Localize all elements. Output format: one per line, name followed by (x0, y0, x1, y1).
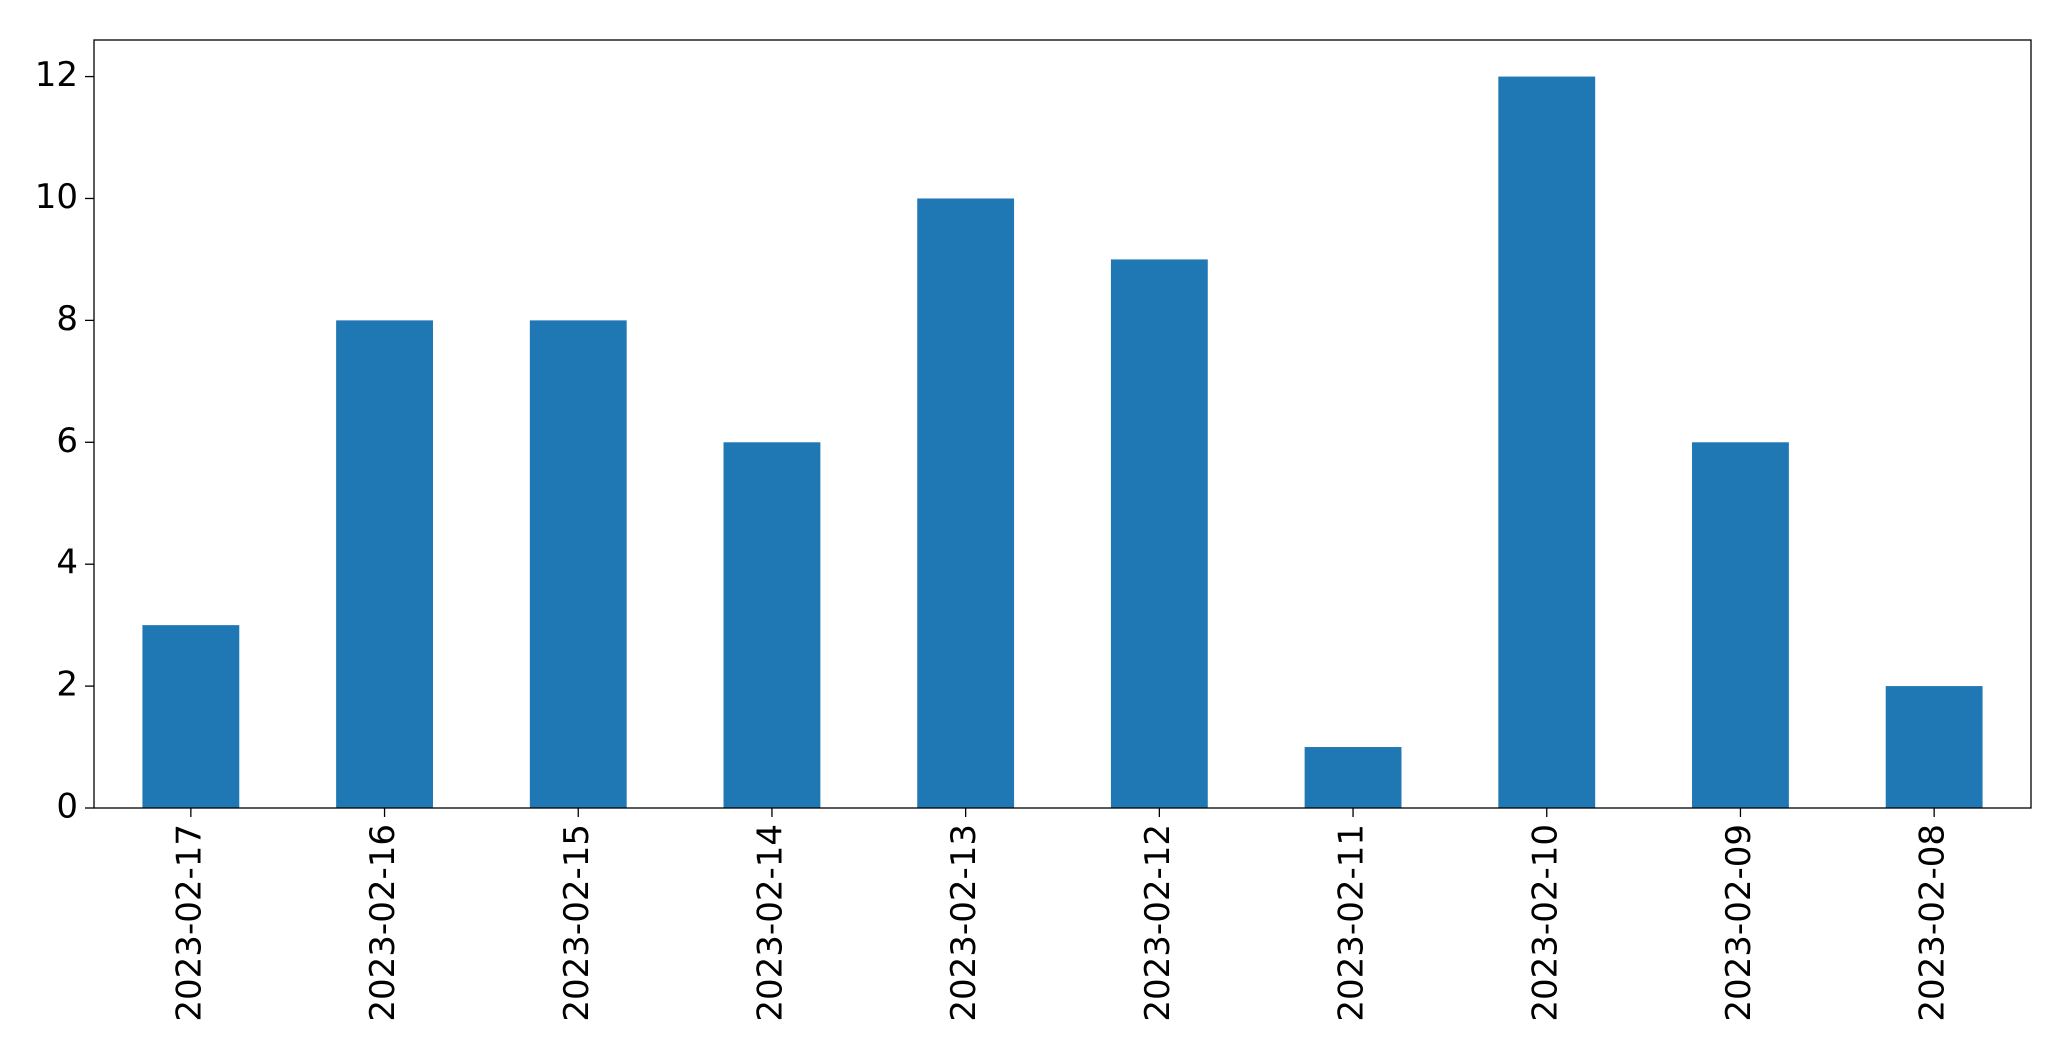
y-tick-label: 2 (56, 665, 78, 705)
x-tick-label: 2023-02-16 (363, 824, 403, 1022)
bar (529, 320, 627, 808)
bar (917, 198, 1015, 808)
bar (142, 625, 240, 808)
bar (1692, 442, 1789, 808)
bar (1885, 686, 1983, 808)
bar (336, 320, 433, 808)
y-tick-label: 8 (56, 299, 78, 339)
x-tick-label: 2023-02-10 (1525, 824, 1565, 1022)
x-tick-label: 2023-02-09 (1719, 824, 1759, 1022)
y-tick-label: 0 (56, 787, 78, 827)
x-tick-label: 2023-02-17 (169, 824, 209, 1022)
bar (1304, 747, 1402, 808)
x-tick-label: 2023-02-13 (944, 824, 984, 1022)
x-tick-label: 2023-02-12 (1138, 824, 1178, 1022)
y-tick-label: 10 (35, 177, 78, 217)
x-tick-label: 2023-02-14 (750, 824, 790, 1022)
x-tick-label: 2023-02-15 (557, 824, 597, 1022)
x-tick-label: 2023-02-08 (1913, 824, 1953, 1022)
bar (723, 442, 821, 808)
bar (1498, 76, 1596, 809)
bar (1110, 259, 1208, 808)
x-tick-label: 2023-02-11 (1332, 824, 1372, 1022)
y-tick-label: 12 (35, 55, 78, 95)
plot-frame (93, 39, 2032, 809)
y-tick-label: 4 (56, 543, 78, 583)
y-tick-label: 6 (56, 421, 78, 461)
